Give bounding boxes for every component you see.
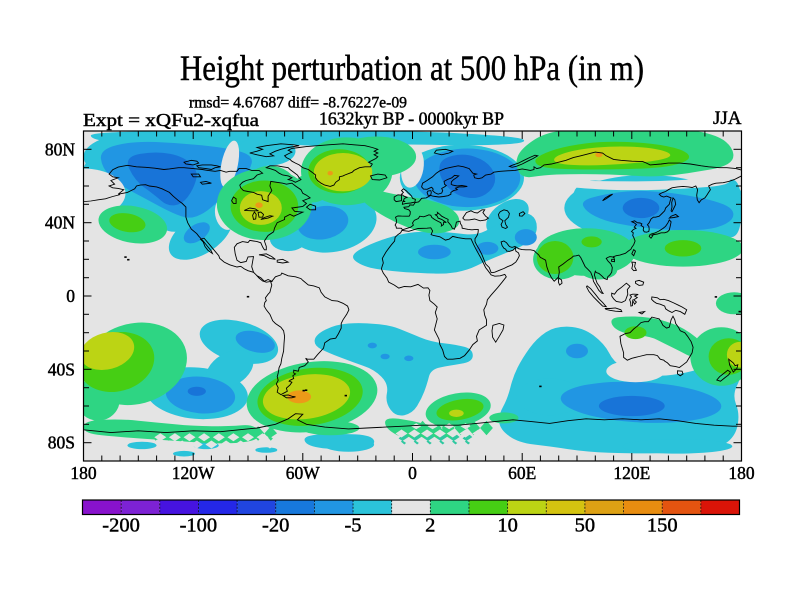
- svg-text:40N: 40N: [45, 213, 76, 233]
- svg-text:60W: 60W: [286, 463, 321, 483]
- svg-text:-200: -200: [102, 515, 140, 537]
- svg-text:10: 10: [497, 515, 518, 537]
- svg-text:JJA: JJA: [713, 108, 742, 129]
- svg-text:60E: 60E: [508, 463, 536, 483]
- svg-text:120E: 120E: [613, 463, 650, 483]
- svg-text:-100: -100: [180, 515, 218, 537]
- svg-text:-5: -5: [344, 515, 361, 537]
- svg-text:180: 180: [70, 463, 97, 483]
- svg-text:0: 0: [66, 286, 75, 306]
- svg-text:150: 150: [647, 515, 678, 537]
- svg-text:80N: 80N: [45, 139, 76, 159]
- svg-text:50: 50: [575, 515, 596, 537]
- svg-text:-20: -20: [262, 515, 289, 537]
- svg-text:Expt = xQFu2-xqfua: Expt = xQFu2-xqfua: [83, 110, 259, 130]
- svg-text:120W: 120W: [172, 463, 215, 483]
- svg-text:40S: 40S: [48, 359, 75, 379]
- svg-text:80S: 80S: [48, 433, 75, 453]
- svg-text:2: 2: [425, 515, 435, 537]
- svg-text:180: 180: [728, 463, 755, 483]
- svg-text:1632kyr BP - 0000kyr BP: 1632kyr BP - 0000kyr BP: [319, 109, 504, 129]
- svg-text:rmsd= 4.67687 diff= -8.76227e-: rmsd= 4.67687 diff= -8.76227e-09: [189, 95, 407, 112]
- svg-text:Height perturbation at 500 hPa: Height perturbation at 500 hPa (in m): [180, 48, 644, 88]
- svg-text:0: 0: [408, 463, 417, 483]
